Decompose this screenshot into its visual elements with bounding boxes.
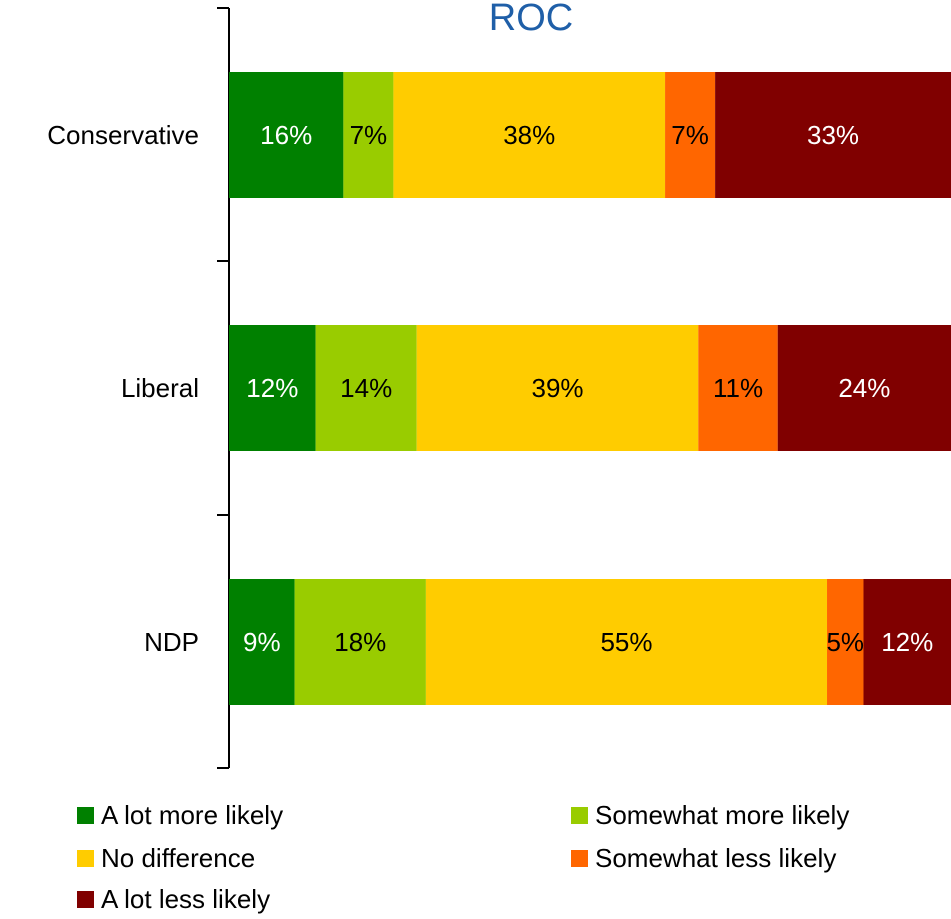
data-label-ndp-a-lot-more-likely: 9%: [243, 627, 281, 657]
legend-label: Somewhat less likely: [595, 842, 837, 873]
legend-swatch: [77, 849, 94, 867]
legend-item-a-lot-less-likely: A lot less likely: [77, 882, 270, 916]
legend-swatch: [571, 849, 588, 867]
bar-conservative-a-lot-more-likely: [229, 72, 344, 198]
category-label-liberal: Liberal: [121, 373, 199, 403]
bar-ndp-a-lot-less-likely: [863, 579, 951, 705]
data-label-liberal-somewhat-less-likely: 11%: [713, 373, 763, 403]
legend-item-no-difference: No difference: [77, 841, 255, 875]
bar-liberal-a-lot-more-likely: [229, 325, 316, 451]
bar-liberal-somewhat-less-likely: [698, 325, 778, 451]
data-label-conservative-somewhat-more-likely: 7%: [350, 120, 388, 150]
data-label-ndp-no-difference: 55%: [600, 627, 652, 657]
bar-liberal-somewhat-more-likely: [315, 325, 417, 451]
legend-swatch: [571, 806, 588, 824]
data-label-liberal-a-lot-less-likely: 24%: [838, 373, 890, 403]
data-label-conservative-a-lot-less-likely: 33%: [807, 120, 859, 150]
data-label-liberal-no-difference: 39%: [531, 373, 583, 403]
data-label-ndp-somewhat-less-likely: 5%: [826, 627, 864, 657]
bar-liberal-a-lot-less-likely: [777, 325, 951, 451]
category-label-ndp: NDP: [144, 627, 199, 657]
legend-label: No difference: [101, 842, 256, 873]
legend: A lot more likely Somewhat more likely N…: [0, 794, 951, 919]
bar-ndp-no-difference: [425, 579, 828, 705]
legend-item-a-lot-more-likely: A lot more likely: [77, 798, 283, 832]
legend-item-somewhat-more-likely: Somewhat more likely: [571, 798, 849, 832]
legend-swatch: [77, 806, 94, 824]
bar-ndp-somewhat-less-likely: [827, 579, 864, 705]
chart-svg: ROC 16% 7% 38% 7% 33% 12% 14% 39% 11% 24% 9% 18% 55%…: [47, 0, 951, 769]
legend-label: Somewhat more likely: [595, 799, 850, 830]
data-label-ndp-somewhat-more-likely: 18%: [334, 627, 386, 657]
legend-item-somewhat-less-likely: Somewhat less likely: [571, 841, 836, 875]
bar-liberal-no-difference: [416, 325, 699, 451]
data-label-conservative-no-difference: 38%: [503, 120, 555, 150]
data-label-ndp-a-lot-less-likely: 12%: [881, 627, 933, 657]
bar-conservative-a-lot-less-likely: [715, 72, 951, 198]
bar-ndp-somewhat-more-likely: [294, 579, 426, 705]
data-label-conservative-somewhat-less-likely: 7%: [671, 120, 709, 150]
bars-group: 16% 7% 38% 7% 33% 12% 14% 39% 11% 24% 9% 18% 55% 5% 12…: [229, 72, 951, 705]
data-label-liberal-somewhat-more-likely: 14%: [340, 373, 392, 403]
bar-conservative-somewhat-more-likely: [343, 72, 394, 198]
category-label-conservative: Conservative: [47, 120, 199, 150]
bar-ndp-a-lot-more-likely: [229, 579, 295, 705]
chart-title: ROC: [489, 0, 573, 39]
data-label-liberal-a-lot-more-likely: 12%: [246, 373, 298, 403]
legend-label: A lot more likely: [101, 799, 284, 830]
legend-label: A lot less likely: [101, 883, 271, 914]
category-labels-group: Conservative Liberal NDP: [47, 120, 199, 657]
bar-conservative-somewhat-less-likely: [665, 72, 716, 198]
legend-swatch: [77, 890, 94, 908]
data-label-conservative-a-lot-more-likely: 16%: [260, 120, 312, 150]
bar-conservative-no-difference: [393, 72, 666, 198]
